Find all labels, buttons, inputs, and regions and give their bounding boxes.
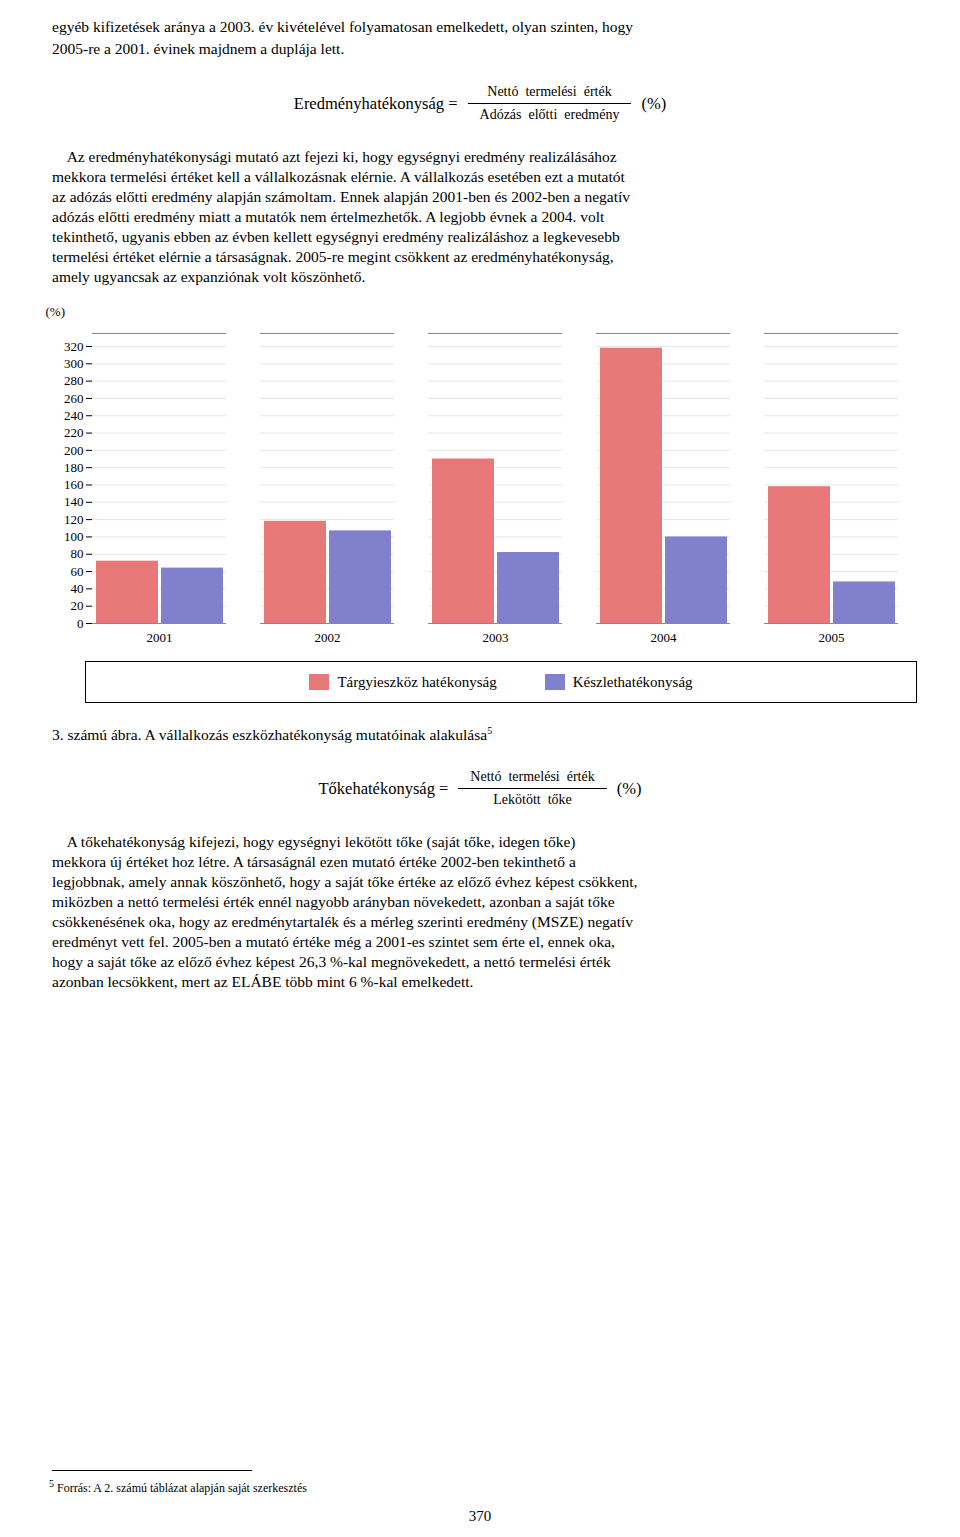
svg-text:120: 120: [64, 512, 84, 527]
svg-text:2001: 2001: [147, 630, 173, 645]
svg-text:0: 0: [77, 616, 84, 631]
html-text:hogy a saját tőke az előző évh: hogy a saját tőke az előző évhez képest …: [52, 953, 611, 971]
html-text:Nettó termelési érték: Nettó termelési érték: [470, 769, 595, 785]
svg-text:200: 200: [64, 443, 84, 458]
html-text:termelési értéket elérnie a tá: termelési értéket elérnie a társaságnak.…: [52, 248, 614, 265]
svg-text:2005: 2005: [819, 630, 845, 645]
svg-text:2002: 2002: [315, 630, 341, 645]
html-text:Nettó termelési érték: Nettó termelési érték: [487, 84, 612, 99]
svg-text:(%): (%): [46, 304, 66, 319]
html-text:Az eredményhatékonysági mutató: Az eredményhatékonysági mutató azt fejez…: [52, 148, 617, 165]
svg-text:2004: 2004: [651, 630, 678, 645]
html-text:eredményt vett fel. 2005-ben a: eredményt vett fel. 2005-ben a mutató ér…: [52, 933, 615, 951]
html-text:370: 370: [468, 1508, 492, 1524]
svg-text:280: 280: [64, 373, 84, 388]
html-text:csökkenésének oka, hogy az ere: csökkenésének oka, hogy az eredménytarta…: [52, 913, 633, 931]
html-text:adózás előtti eredmény miatt a: adózás előtti eredmény miatt a mutatók n…: [52, 208, 605, 225]
html-text:Tőkehatékonyság =: Tőkehatékonyság =: [318, 778, 449, 798]
svg-text:160: 160: [64, 477, 84, 492]
html-text:miközben a nettó termelési ért: miközben a nettó termelési érték ennél n…: [52, 893, 615, 911]
svg-text:60: 60: [71, 564, 84, 579]
svg-text:40: 40: [71, 581, 84, 596]
html-text:2005-re a 2001. évinek majdnem: 2005-re a 2001. évinek majdnem a duplája…: [52, 40, 345, 57]
svg-text:240: 240: [64, 408, 84, 423]
svg-text:260: 260: [64, 391, 84, 406]
svg-text:320: 320: [64, 339, 84, 354]
svg-text:20: 20: [71, 598, 84, 613]
svg-text:220: 220: [64, 425, 84, 440]
html-text:mekkora termelési értéket kell: mekkora termelési értéket kell a vállalk…: [52, 168, 625, 185]
html-text:azonban lecsökkent, mert az EL: azonban lecsökkent, mert az ELÁBE több m…: [52, 973, 474, 991]
svg-text:100: 100: [64, 529, 84, 544]
html-text:Lekötött tőke: Lekötött tőke: [493, 792, 572, 808]
html-text:Adózás előtti eredmény: Adózás előtti eredmény: [479, 107, 620, 122]
html-text:az adózás előtti eredmény alap: az adózás előtti eredmény alapján számol…: [52, 188, 630, 205]
svg-text:2003: 2003: [483, 630, 509, 645]
html-text:legjobbnak, amely annak köszön: legjobbnak, amely annak köszönhető, hogy…: [52, 873, 638, 891]
html-text:5Forrás: A 2. számú táblázat a: 5Forrás: A 2. számú táblázat alapján saj…: [49, 1478, 307, 1495]
html-text:amely ugyancsak az expanziónak: amely ugyancsak az expanziónak volt kösz…: [52, 268, 366, 285]
html-text:egyéb kifizetések aránya a 200: egyéb kifizetések aránya a 2003. év kivé…: [52, 18, 633, 35]
html-text:mekkora új értéket hoz létre.: mekkora új értéket hoz létre. A társaság…: [52, 853, 576, 871]
html-text:Eredményhatékonyság =: Eredményhatékonyság =: [293, 93, 458, 113]
html-text:3. számú ábra. A vállalkozás e: 3. számú ábra. A vállalkozás eszközhaték…: [52, 725, 493, 744]
html-text:A tőkehatékonyság kifejezi, ho: A tőkehatékonyság kifejezi, hogy egységn…: [52, 833, 576, 851]
svg-text:140: 140: [64, 494, 84, 509]
html-text:Készlethatékonyság: Készlethatékonyság: [572, 673, 693, 690]
svg-text:300: 300: [64, 356, 84, 371]
html-text:Tárgyieszköz hatékonyság: Tárgyieszköz hatékonyság: [337, 673, 497, 690]
svg-text:80: 80: [71, 546, 84, 561]
svg-text:180: 180: [64, 460, 84, 475]
html-text:tekinthető, ugyanis ebben az é: tekinthető, ugyanis ebben az évben kelle…: [52, 228, 620, 245]
